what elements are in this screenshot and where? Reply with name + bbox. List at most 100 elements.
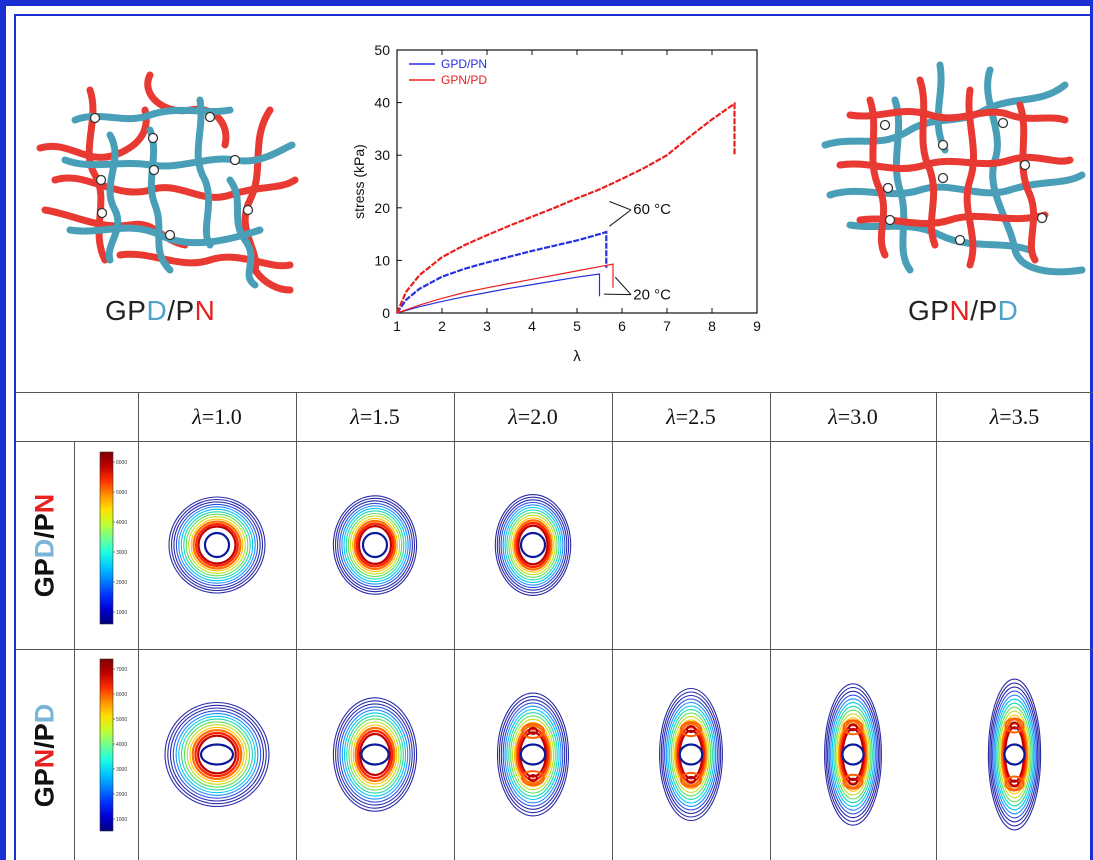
beamstop [361, 531, 389, 559]
colorbar-gpn-pd: 7000 6000 5000 4000 3000 2000 1000 [99, 658, 127, 832]
contour-level [993, 694, 1036, 815]
contour-level [169, 707, 265, 802]
crosslink-node [954, 234, 966, 246]
y-axis-label: stress (kPa) [351, 144, 367, 219]
left-label-part: /P [167, 295, 195, 326]
blue-chain-path [146, 126, 174, 274]
contour-level [194, 731, 240, 778]
series-line [396, 230, 608, 314]
contour-level [838, 720, 868, 789]
colorbar-gradient [99, 658, 114, 832]
contour-level [510, 715, 556, 794]
row-label-gpn-pd: GPN/PD [15, 655, 75, 855]
contour-level [662, 694, 720, 815]
red-chain-path [1016, 101, 1039, 264]
x-tick-label: 2 [438, 318, 446, 334]
contour-level [494, 494, 572, 596]
x-tick-label: 9 [753, 318, 761, 334]
annotation-60c: 60 °C [633, 201, 671, 218]
intensity-lobe-core [848, 723, 858, 732]
scattering-pattern [824, 683, 882, 826]
contour-level [197, 525, 237, 565]
table-col-divider [138, 392, 139, 860]
colorbar-tick-label: 5000 [116, 717, 127, 723]
contour-level [183, 511, 251, 579]
colorbar-tick-label: 4000 [116, 520, 127, 526]
contour-level [990, 686, 1039, 823]
contour-level [178, 506, 256, 584]
crosslink-node [89, 112, 101, 124]
contour-level [334, 497, 416, 593]
y-tick-label: 20 [374, 200, 390, 216]
colorbar-tick-label: 4000 [116, 742, 127, 748]
contour-level [343, 507, 407, 583]
crosslink-node [879, 119, 891, 131]
contour-level [504, 506, 562, 584]
contour-level [996, 702, 1033, 807]
contour-level [664, 698, 718, 811]
contour-level [181, 718, 253, 791]
colorbar-tick-label: 1000 [116, 817, 127, 823]
y-tick-label: 50 [374, 42, 390, 58]
contour-level [504, 705, 562, 804]
row-label-part: N [29, 748, 60, 768]
table-col-divider [612, 392, 613, 860]
lambda-symbol: λ [192, 404, 202, 429]
contour-level [500, 501, 566, 589]
scattering-pattern [496, 692, 570, 817]
crosslink-node [204, 111, 216, 123]
table-col-divider [936, 392, 937, 860]
contour-level [675, 722, 707, 787]
beamstop [203, 531, 231, 559]
left-label-part: GP [105, 295, 147, 326]
annotation-arrow [603, 293, 632, 296]
column-header-lambda-3-5: λ=3.5 [936, 393, 1093, 441]
left-label-part: N [194, 295, 216, 326]
blue-chain-path [194, 96, 214, 249]
contour-level [834, 709, 872, 800]
intensity-lobe-core [1009, 779, 1020, 788]
left-network-label: GPD/PN [105, 295, 215, 327]
intensity-lobe [521, 770, 545, 787]
crosslink-node [96, 207, 108, 219]
lambda-symbol: λ [989, 404, 1000, 429]
contour-level [987, 678, 1042, 831]
contour-level [998, 710, 1031, 799]
lambda-value: =1.0 [201, 404, 242, 429]
colorbar-tick-label: 3000 [116, 767, 127, 773]
right-label-part: N [949, 295, 971, 326]
column-header-lambda-1-5: λ=1.5 [296, 393, 454, 441]
lambda-value: =2.5 [675, 404, 716, 429]
crosslink-node [95, 174, 107, 186]
colorbar-gpd-pn: 6000 5000 4000 3000 2000 1000 [99, 451, 127, 625]
table-top-border [16, 392, 1093, 393]
crosslink-node [882, 182, 894, 194]
table-header-divider [16, 441, 1093, 442]
intensity-lobe [1004, 717, 1025, 734]
crosslink-node [229, 154, 241, 166]
contour-level [508, 712, 558, 797]
frame-inner-left [14, 14, 16, 860]
red-chain-path [866, 96, 889, 259]
x-tick-label: 5 [573, 318, 581, 334]
contour-level [343, 712, 407, 797]
colorbar-tick-label: 7000 [116, 667, 127, 673]
contour-level [836, 713, 870, 796]
contour-level [188, 516, 246, 574]
contour-level [194, 522, 239, 567]
crosslink-node [937, 172, 949, 184]
legend-entry: GPN/PD [441, 73, 487, 87]
contour-level [515, 724, 551, 785]
crosslink-node [1019, 159, 1031, 171]
contour-level [186, 724, 248, 785]
contour-level [496, 496, 570, 594]
contour-level [830, 698, 876, 811]
contour-level [500, 699, 566, 810]
lambda-value: =1.5 [359, 404, 400, 429]
contour-level [674, 719, 708, 790]
intensity-lobe [679, 721, 703, 738]
contour-level [345, 510, 405, 580]
contour-level [337, 500, 413, 590]
contour-level [347, 512, 403, 578]
blue-chain-path [66, 224, 264, 247]
